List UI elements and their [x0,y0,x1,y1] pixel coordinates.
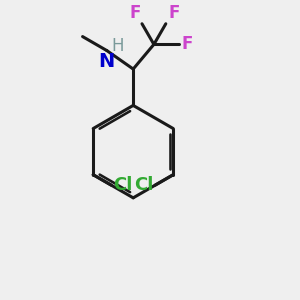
Text: F: F [181,35,193,53]
Text: H: H [112,37,124,55]
Text: Cl: Cl [134,176,154,194]
Text: Cl: Cl [113,176,132,194]
Text: N: N [99,52,115,71]
Text: F: F [168,4,179,22]
Text: F: F [129,4,141,22]
